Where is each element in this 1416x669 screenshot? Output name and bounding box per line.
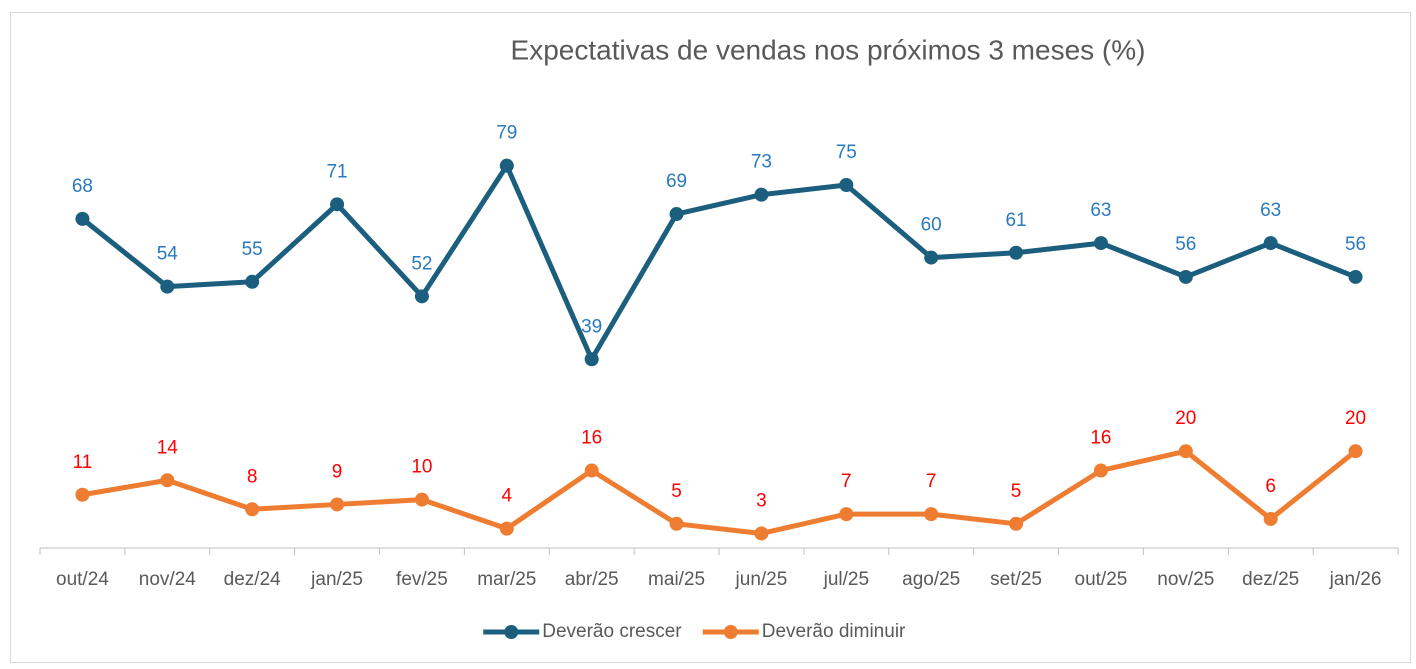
x-tick-label: jan/25 bbox=[310, 569, 363, 590]
series-line bbox=[82, 448, 1358, 536]
x-tick-label: jul/25 bbox=[823, 569, 869, 590]
x-tick-label: out/25 bbox=[1075, 569, 1128, 590]
data-label: 20 bbox=[1345, 408, 1366, 429]
data-label: 39 bbox=[581, 316, 602, 337]
x-tick-label: nov/25 bbox=[1157, 569, 1214, 590]
data-point bbox=[499, 158, 514, 173]
data-point bbox=[1178, 269, 1193, 284]
data-point bbox=[584, 463, 599, 478]
x-tick-label: nov/24 bbox=[139, 569, 196, 590]
data-point bbox=[160, 279, 175, 294]
data-point bbox=[1178, 444, 1193, 459]
data-point bbox=[245, 502, 260, 517]
data-label: 55 bbox=[242, 239, 263, 260]
data-label: 20 bbox=[1175, 408, 1196, 429]
data-point bbox=[330, 497, 345, 512]
data-label: 5 bbox=[671, 481, 682, 502]
data-point bbox=[924, 250, 939, 265]
data-label: 7 bbox=[841, 471, 852, 492]
data-point bbox=[924, 507, 939, 522]
data-label: 4 bbox=[502, 486, 513, 507]
x-tick-label: abr/25 bbox=[565, 569, 619, 590]
series-line bbox=[80, 163, 1357, 362]
data-point bbox=[1263, 236, 1278, 251]
data-label: 79 bbox=[496, 123, 517, 144]
data-point bbox=[330, 197, 345, 212]
data-label: 11 bbox=[73, 452, 93, 473]
legend-marker bbox=[504, 625, 519, 639]
x-tick-label: ago/25 bbox=[902, 569, 960, 590]
x-tick-label: out/24 bbox=[56, 569, 109, 590]
data-label: 10 bbox=[411, 457, 432, 478]
data-label: 9 bbox=[332, 461, 343, 482]
data-point bbox=[754, 526, 769, 541]
data-point bbox=[1093, 236, 1108, 251]
data-label: 63 bbox=[1260, 200, 1281, 221]
data-label: 7 bbox=[926, 471, 937, 492]
data-label: 16 bbox=[581, 428, 602, 449]
data-point bbox=[669, 516, 684, 531]
data-point bbox=[1348, 269, 1363, 284]
data-point bbox=[414, 492, 429, 507]
data-point bbox=[414, 289, 429, 304]
x-tick-label: jun/25 bbox=[735, 569, 788, 590]
data-point bbox=[669, 207, 684, 222]
data-point bbox=[1009, 245, 1024, 260]
x-tick-label: jan/26 bbox=[1329, 569, 1382, 590]
chart-frame bbox=[10, 12, 1411, 663]
data-label: 8 bbox=[247, 466, 258, 487]
x-tick-label: set/25 bbox=[990, 569, 1042, 590]
data-point bbox=[1009, 516, 1024, 531]
data-point bbox=[160, 473, 175, 488]
data-label: 68 bbox=[72, 176, 93, 197]
data-label: 73 bbox=[751, 152, 772, 173]
data-point bbox=[839, 507, 854, 522]
data-point bbox=[75, 211, 90, 226]
x-tick-label: fev/25 bbox=[396, 569, 448, 590]
data-label: 3 bbox=[756, 490, 767, 511]
data-point bbox=[754, 187, 769, 202]
data-point bbox=[1093, 463, 1108, 478]
data-point bbox=[75, 487, 90, 502]
x-tick-label: dez/25 bbox=[1242, 569, 1299, 590]
data-label: 60 bbox=[921, 215, 942, 236]
data-label: 69 bbox=[666, 171, 687, 192]
data-label: 71 bbox=[326, 161, 347, 182]
data-point bbox=[1263, 511, 1278, 526]
data-point bbox=[499, 521, 514, 536]
data-label: 56 bbox=[1345, 234, 1366, 255]
data-label: 52 bbox=[411, 253, 432, 274]
data-point bbox=[839, 178, 854, 192]
data-label: 54 bbox=[157, 244, 179, 265]
data-label: 63 bbox=[1090, 200, 1111, 221]
data-label: 61 bbox=[1005, 210, 1026, 231]
x-tick-label: mai/25 bbox=[648, 569, 705, 590]
data-label: 6 bbox=[1265, 476, 1276, 497]
data-point bbox=[1348, 444, 1363, 459]
data-point bbox=[584, 352, 599, 367]
x-tick-label: mar/25 bbox=[477, 569, 536, 590]
data-label: 5 bbox=[1011, 481, 1022, 502]
x-tick-label: dez/24 bbox=[224, 569, 281, 590]
legend-label: Deverão diminuir bbox=[762, 621, 906, 642]
legend-label: Deverão crescer bbox=[542, 621, 682, 642]
legend-marker bbox=[723, 625, 738, 639]
data-label: 14 bbox=[157, 437, 179, 458]
data-label: 56 bbox=[1175, 234, 1196, 255]
data-label: 16 bbox=[1090, 428, 1111, 449]
data-point bbox=[245, 274, 260, 289]
chart-title: Expectativas de vendas nos próximos 3 me… bbox=[511, 34, 1146, 65]
data-label: 75 bbox=[836, 142, 857, 163]
